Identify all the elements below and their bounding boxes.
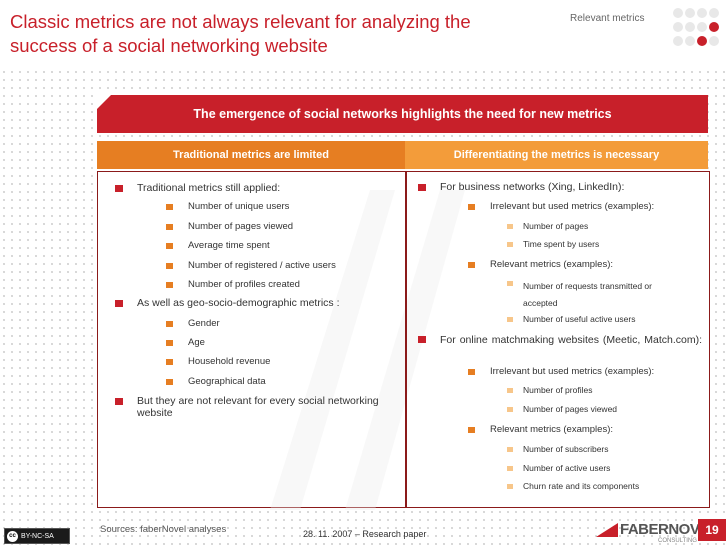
footer-source: Sources: faberNovel analyses xyxy=(100,524,227,535)
left-geo-item: Gender xyxy=(166,318,220,329)
banner: The emergence of social networks highlig… xyxy=(97,95,708,133)
right-business: For business networks (Xing, LinkedIn): xyxy=(418,181,702,193)
left-column-heading: Traditional metrics are limited xyxy=(97,141,405,169)
right-column-heading: Differentiating the metrics is necessary xyxy=(405,141,708,169)
right-business-relevant-item: Number of useful active users xyxy=(506,314,636,324)
left-geo-item: Geographical data xyxy=(166,376,266,387)
license-text: BY-NC-SA xyxy=(21,532,54,540)
left-metric-item: Average time spent xyxy=(166,240,270,251)
left-geo-item: Household revenue xyxy=(165,356,271,367)
left-metric-item: Number of unique users xyxy=(165,201,290,212)
left-geo-intro: As well as geo-socio-demographic metrics… xyxy=(115,297,397,309)
brand-name: FABERNOVEL xyxy=(620,521,718,538)
right-business-irrelevant-item: Number of pages xyxy=(506,221,589,231)
right-online-irrelevant: Irrelevant but used metrics (examples): xyxy=(467,366,655,377)
column-divider xyxy=(405,171,407,508)
right-online-relevant-item: Churn rate and its components xyxy=(506,481,640,491)
circles-logo-icon xyxy=(673,8,719,46)
section-tag: Relevant metrics xyxy=(570,13,645,24)
right-business-irrelevant: Irrelevant but used metrics (examples): xyxy=(467,201,655,212)
left-conclusion: But they are not relevant for every soci… xyxy=(115,395,399,419)
license-badge: cc BY-NC-SA xyxy=(4,528,70,544)
right-online-relevant-item: Number of active users xyxy=(506,463,611,473)
brand-subtitle: CONSULTING xyxy=(658,538,697,544)
right-business-irrelevant-item: Time spent by users xyxy=(506,239,600,249)
cc-icon: cc xyxy=(7,530,18,542)
right-online: For online matchmaking websites (Meetic,… xyxy=(418,334,702,346)
right-online-relevant-item: Number of subscribers xyxy=(507,444,609,454)
right-online-irrelevant-item: Number of profiles xyxy=(506,385,593,395)
left-metric-item: Number of pages viewed xyxy=(165,221,294,232)
slide-title: Classic metrics are not always relevant … xyxy=(10,11,471,56)
right-business-relevant: Relevant metrics (examples): xyxy=(467,259,614,270)
left-geo-item: Age xyxy=(166,337,205,348)
brand-mark-icon xyxy=(596,523,618,537)
footer-date: 28. 11. 2007 – Research paper xyxy=(303,529,427,539)
page-number: 19 xyxy=(698,519,726,541)
right-online-relevant: Relevant metrics (examples): xyxy=(467,424,614,435)
banner-notch xyxy=(97,95,111,109)
right-online-irrelevant-item: Number of pages viewed xyxy=(506,404,618,414)
content-panel xyxy=(97,171,710,508)
right-business-relevant-item: Number of requests transmitted or accept… xyxy=(507,278,683,312)
left-metric-item: Number of profiles created xyxy=(166,279,300,290)
left-intro: Traditional metrics still applied: xyxy=(115,182,397,194)
left-metric-item: Number of registered / active users xyxy=(166,260,336,271)
